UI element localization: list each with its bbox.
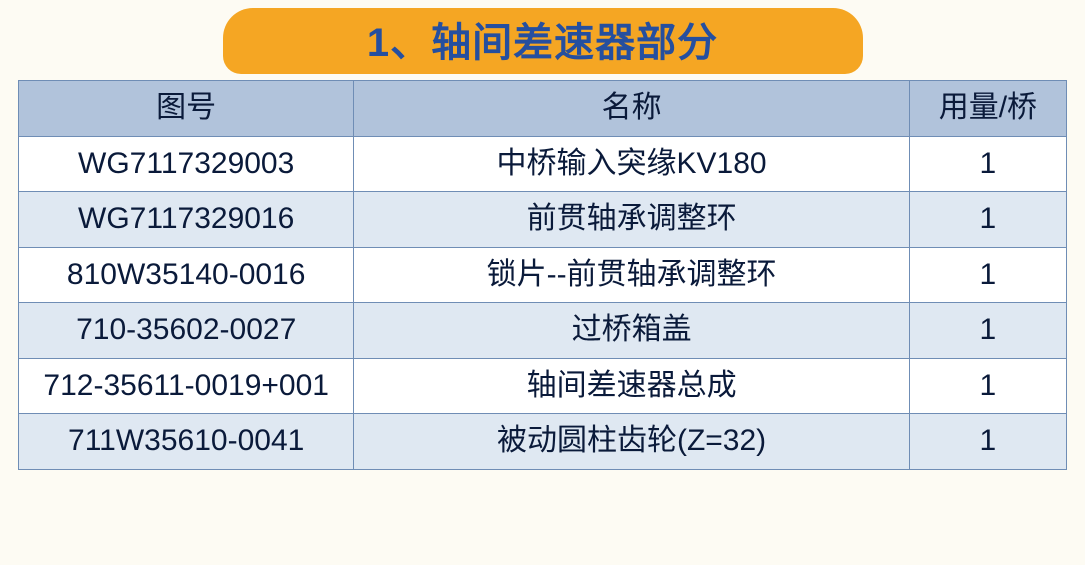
cell-qty: 1 (909, 247, 1066, 303)
cell-part-name: 前贯轴承调整环 (354, 192, 909, 248)
header-qty: 用量/桥 (909, 81, 1066, 137)
section-title-pill: 1、轴间差速器部分 (223, 8, 863, 74)
cell-part-no: WG7117329016 (19, 192, 354, 248)
cell-part-name: 被动圆柱齿轮(Z=32) (354, 414, 909, 470)
parts-table: 图号 名称 用量/桥 WG7117329003 中桥输入突缘KV180 1 WG… (18, 80, 1067, 470)
cell-part-no: WG7117329003 (19, 136, 354, 192)
table-row: 710-35602-0027 过桥箱盖 1 (19, 303, 1067, 359)
cell-qty: 1 (909, 358, 1066, 414)
table-row: 810W35140-0016 锁片--前贯轴承调整环 1 (19, 247, 1067, 303)
cell-part-no: 810W35140-0016 (19, 247, 354, 303)
cell-part-name: 中桥输入突缘KV180 (354, 136, 909, 192)
cell-part-name: 轴间差速器总成 (354, 358, 909, 414)
table-row: WG7117329016 前贯轴承调整环 1 (19, 192, 1067, 248)
cell-part-name: 过桥箱盖 (354, 303, 909, 359)
cell-part-no: 712-35611-0019+001 (19, 358, 354, 414)
cell-qty: 1 (909, 414, 1066, 470)
cell-part-name: 锁片--前贯轴承调整环 (354, 247, 909, 303)
cell-qty: 1 (909, 136, 1066, 192)
table-header-row: 图号 名称 用量/桥 (19, 81, 1067, 137)
cell-qty: 1 (909, 192, 1066, 248)
table-body: WG7117329003 中桥输入突缘KV180 1 WG7117329016 … (19, 136, 1067, 469)
table-row: WG7117329003 中桥输入突缘KV180 1 (19, 136, 1067, 192)
header-part-no: 图号 (19, 81, 354, 137)
header-part-name: 名称 (354, 81, 909, 137)
cell-part-no: 710-35602-0027 (19, 303, 354, 359)
cell-part-no: 711W35610-0041 (19, 414, 354, 470)
section-title: 1、轴间差速器部分 (367, 21, 718, 65)
table-row: 711W35610-0041 被动圆柱齿轮(Z=32) 1 (19, 414, 1067, 470)
table-row: 712-35611-0019+001 轴间差速器总成 1 (19, 358, 1067, 414)
cell-qty: 1 (909, 303, 1066, 359)
